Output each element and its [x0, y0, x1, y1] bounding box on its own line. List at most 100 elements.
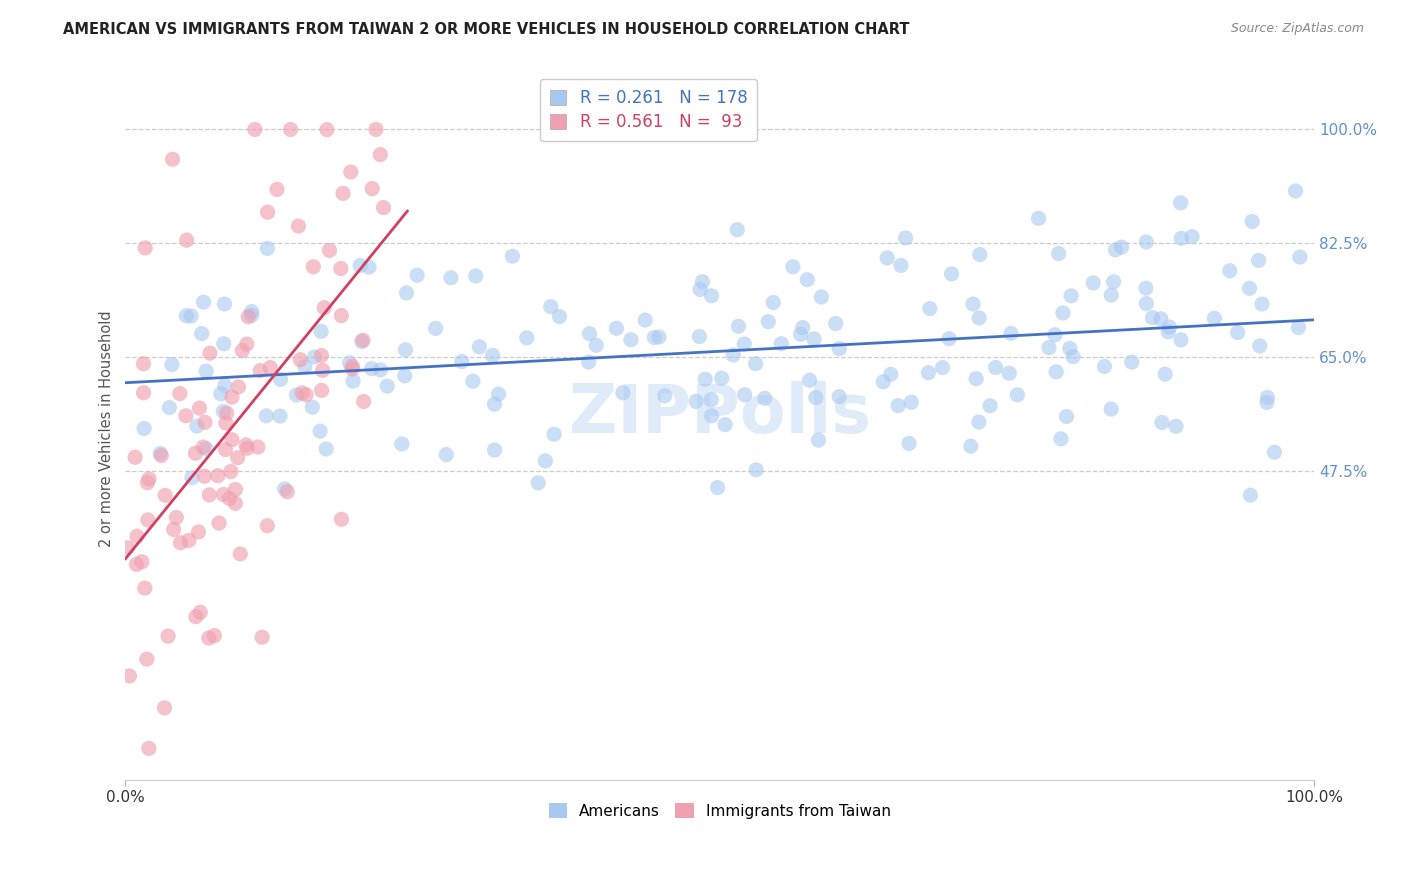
Point: [214, 297, 236, 311]
Point: [329, 261, 352, 276]
Point: [1007, 388, 1029, 402]
Point: [634, 313, 657, 327]
Point: [1256, 395, 1278, 409]
Point: [342, 374, 364, 388]
Point: [240, 309, 263, 323]
Point: [136, 475, 159, 490]
Point: [276, 484, 298, 499]
Point: [136, 513, 159, 527]
Point: [204, 629, 226, 643]
Point: [876, 251, 898, 265]
Point: [710, 371, 733, 385]
Point: [395, 285, 418, 300]
Point: [198, 631, 221, 645]
Y-axis label: 2 or more Vehicles in Household: 2 or more Vehicles in Household: [100, 310, 114, 547]
Point: [246, 440, 269, 454]
Point: [1059, 342, 1081, 356]
Point: [464, 268, 486, 283]
Point: [527, 475, 550, 490]
Point: [153, 701, 176, 715]
Point: [198, 488, 221, 502]
Point: [311, 363, 333, 377]
Point: [762, 295, 785, 310]
Point: [198, 346, 221, 360]
Point: [138, 472, 160, 486]
Point: [1028, 211, 1050, 226]
Point: [685, 394, 707, 409]
Point: [461, 374, 484, 388]
Point: [256, 205, 278, 219]
Point: [917, 366, 939, 380]
Point: [361, 182, 384, 196]
Point: [294, 359, 316, 374]
Point: [208, 516, 231, 530]
Text: Source: ZipAtlas.com: Source: ZipAtlas.com: [1230, 22, 1364, 36]
Point: [1204, 311, 1226, 326]
Point: [1099, 402, 1122, 417]
Point: [918, 301, 941, 316]
Point: [1170, 231, 1192, 245]
Point: [218, 491, 240, 506]
Point: [370, 363, 392, 377]
Point: [214, 442, 236, 457]
Point: [1286, 320, 1309, 334]
Point: [212, 336, 235, 351]
Point: [169, 535, 191, 549]
Point: [1164, 419, 1187, 434]
Point: [309, 424, 332, 438]
Point: [316, 122, 339, 136]
Point: [1150, 416, 1173, 430]
Point: [212, 487, 235, 501]
Point: [195, 364, 218, 378]
Point: [1102, 275, 1125, 289]
Point: [256, 518, 278, 533]
Point: [125, 529, 148, 543]
Point: [228, 380, 250, 394]
Point: [1000, 326, 1022, 341]
Point: [1142, 310, 1164, 325]
Point: [132, 385, 155, 400]
Point: [1256, 391, 1278, 405]
Point: [689, 282, 711, 296]
Point: [1111, 240, 1133, 254]
Point: [134, 581, 156, 595]
Point: [357, 260, 380, 274]
Point: [301, 400, 323, 414]
Point: [488, 387, 510, 401]
Point: [804, 391, 827, 405]
Point: [339, 356, 361, 370]
Point: [406, 268, 429, 283]
Point: [1154, 367, 1177, 381]
Point: [150, 449, 173, 463]
Point: [543, 427, 565, 442]
Point: [231, 343, 253, 358]
Point: [887, 399, 910, 413]
Point: [890, 259, 912, 273]
Point: [984, 360, 1007, 375]
Point: [1060, 289, 1083, 303]
Point: [1251, 297, 1274, 311]
Point: [124, 450, 146, 465]
Text: AMERICAN VS IMMIGRANTS FROM TAIWAN 2 OR MORE VEHICLES IN HOUSEHOLD CORRELATION C: AMERICAN VS IMMIGRANTS FROM TAIWAN 2 OR …: [63, 22, 910, 37]
Point: [620, 333, 643, 347]
Point: [134, 421, 156, 435]
Point: [215, 406, 238, 420]
Point: [828, 342, 851, 356]
Point: [193, 469, 215, 483]
Point: [807, 433, 830, 447]
Point: [163, 522, 186, 536]
Point: [188, 605, 211, 619]
Point: [648, 330, 671, 344]
Point: [959, 439, 981, 453]
Point: [249, 364, 271, 378]
Point: [1181, 229, 1204, 244]
Point: [1104, 243, 1126, 257]
Point: [967, 415, 990, 429]
Point: [304, 350, 326, 364]
Point: [269, 409, 291, 423]
Point: [706, 481, 728, 495]
Point: [330, 309, 353, 323]
Point: [285, 388, 308, 402]
Point: [394, 368, 416, 383]
Point: [266, 182, 288, 196]
